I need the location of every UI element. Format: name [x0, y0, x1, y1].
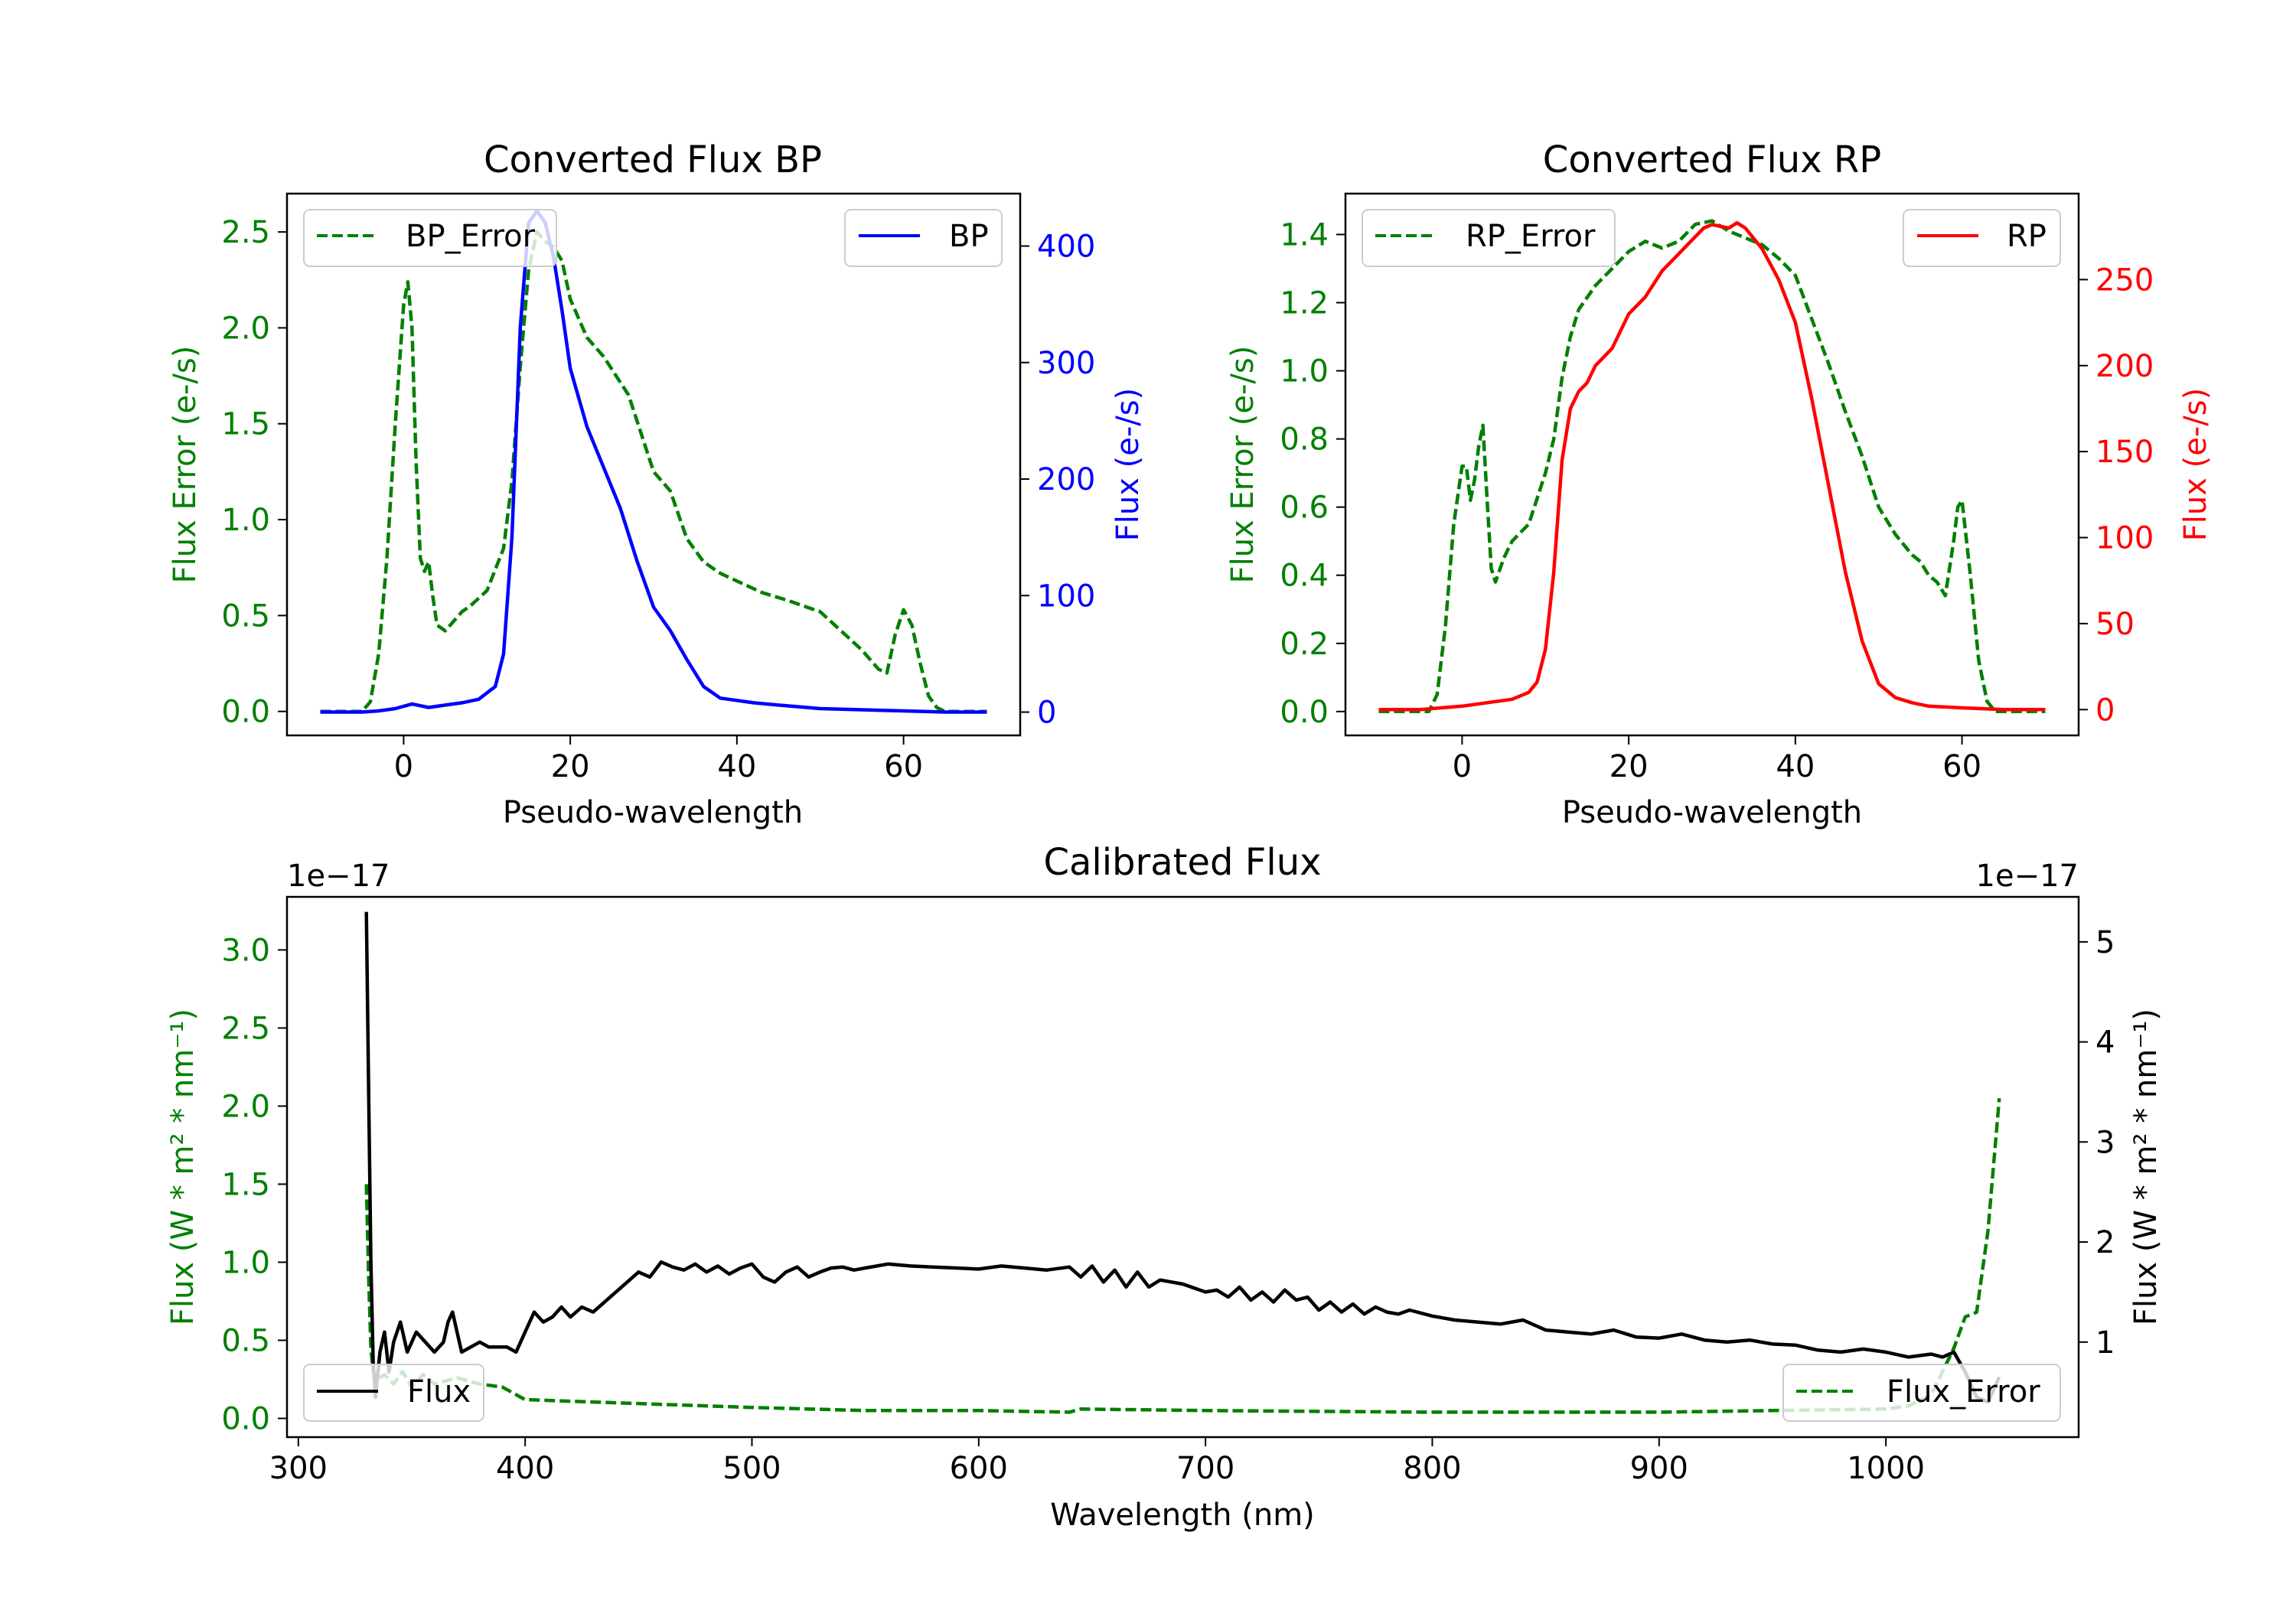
calibrated-title: Calibrated Flux [1043, 841, 1321, 884]
bp-title: Converted Flux BP [484, 139, 822, 181]
rp-title: Converted Flux RP [1543, 139, 1881, 181]
calibrated-legend-flux-box [303, 1364, 484, 1422]
bp-right-ytick-label: 100 [1037, 579, 1095, 614]
calibrated-xtick-label: 400 [496, 1451, 554, 1486]
bp-xtick-label: 60 [884, 749, 923, 784]
rp-left-ytick-label: 0.0 [1280, 695, 1329, 730]
calibrated-left-ytick-label: 2.0 [221, 1089, 270, 1124]
bp-left-ytick-label: 1.5 [221, 407, 270, 442]
calibrated-flux-series-line [364, 911, 2001, 1404]
panel-calibrated: Calibrated Flux 1e−17 1e−17 300 400 500 600… [165, 841, 2164, 1533]
rp-left-ytick-label: 0.2 [1280, 627, 1329, 662]
bp-xtick-label: 20 [551, 749, 590, 784]
bp-legend-error-box [303, 209, 557, 267]
rp-xtick-label: 20 [1609, 749, 1649, 784]
calibrated-xtick-label: 1000 [1847, 1451, 1925, 1486]
calibrated-ylabel-right: Flux (W * m² * nm⁻¹) [2128, 1009, 2164, 1325]
rp-legend-flux-label: RP [2007, 219, 2047, 254]
rp-right-ytick-label: 0 [2095, 693, 2115, 728]
rp-xlabel: Pseudo-wavelength [1562, 795, 1862, 830]
bp-left-ytick-label: 2.0 [221, 311, 270, 346]
calibrated-xtick-label: 500 [722, 1451, 781, 1486]
bp-legend-flux: BP [844, 209, 1003, 267]
calibrated-left-ytick-label: 3.0 [221, 933, 270, 968]
bp-axes-frame [285, 192, 1022, 737]
calibrated-axes-frame [285, 895, 2080, 1439]
rp-ylabel-left: Flux Error (e-/s) [1225, 346, 1261, 584]
rp-right-ytick-label: 250 [2095, 262, 2154, 298]
rp-left-ytick-label: 1.4 [1280, 217, 1329, 253]
calibrated-xtick-label: 800 [1403, 1451, 1461, 1486]
rp-flux-series-line [1378, 220, 2046, 712]
rp-left-ytick-label: 0.4 [1280, 559, 1329, 594]
rp-left-ytick-label: 1.0 [1280, 354, 1329, 390]
calibrated-left-ytick-label: 0.5 [221, 1323, 270, 1358]
bp-right-ytick-label: 300 [1037, 346, 1095, 381]
calibrated-left-ytick-label: 1.5 [221, 1167, 270, 1202]
rp-ylabel-right: Flux (e-/s) [2178, 388, 2213, 541]
calibrated-ylabel-left: Flux (W * m² * nm⁻¹) [165, 1009, 201, 1325]
calibrated-xlabel: Wavelength (nm) [1050, 1498, 1315, 1533]
rp-xtick-label: 60 [1942, 749, 1981, 784]
bp-legend-flux-label: BP [949, 219, 989, 254]
bp-left-ytick-label: 2.5 [221, 215, 270, 250]
rp-legend-flux-box [1903, 209, 2061, 267]
bp-left-ytick-label: 0.0 [221, 695, 270, 730]
calibrated-left-ytick-label: 1.0 [221, 1245, 270, 1280]
bp-right-ytick-label: 200 [1037, 462, 1095, 497]
calibrated-xtick-label: 600 [950, 1451, 1008, 1486]
rp-xtick-label: 40 [1776, 749, 1815, 784]
bp-legend-flux-box [844, 209, 1003, 267]
bp-left-ytick-label: 1.0 [221, 503, 270, 538]
rp-legend-error-box [1362, 209, 1616, 267]
rp-right-ytick-label: 150 [2095, 435, 2154, 470]
calibrated-right-ytick-label: 4 [2095, 1025, 2115, 1061]
bp-xtick-label: 0 [394, 749, 413, 784]
rp-left-ytick-label: 0.8 [1280, 422, 1329, 458]
bp-legend-error-label: BP_Error [406, 219, 536, 254]
calibrated-legend-error-box [1782, 1364, 2061, 1422]
bp-xtick-label: 40 [717, 749, 756, 784]
calibrated-right-ytick-label: 2 [2095, 1225, 2115, 1260]
rp-right-ytick-label: 200 [2095, 349, 2154, 384]
rp-legend-flux: RP [1903, 209, 2061, 267]
calibrated-xtick-label: 300 [269, 1451, 328, 1486]
rp-xtick-label: 0 [1453, 749, 1472, 784]
calibrated-xtick-label: 700 [1176, 1451, 1234, 1486]
rp-right-ytick-label: 50 [2095, 607, 2135, 642]
bp-ylabel-left: Flux Error (e-/s) [168, 346, 203, 584]
calibrated-right-ytick-label: 5 [2095, 925, 2115, 960]
bp-left-ytick-label: 0.5 [221, 598, 270, 634]
panel-rp: Converted Flux RP 0 20 40 60 0.0 0.2 0.4 0.6 0.… [1225, 139, 2213, 830]
rp-axes-frame [1344, 192, 2080, 737]
calibrated-left-ytick-label: 2.5 [221, 1011, 270, 1046]
calibrated-legend-error-label: Flux_Error [1887, 1374, 2040, 1410]
rp-legend-error-label: RP_Error [1466, 219, 1596, 254]
calibrated-xtick-label: 900 [1630, 1451, 1688, 1486]
calibrated-offset-right: 1e−17 [1976, 859, 2079, 894]
calibrated-legend-flux-label: Flux [407, 1374, 471, 1410]
bp-xlabel: Pseudo-wavelength [503, 795, 803, 830]
rp-right-ytick-label: 100 [2095, 521, 2154, 556]
calibrated-legend-error: Flux_Error [1782, 1364, 2061, 1422]
bp-right-ytick-label: 0 [1037, 696, 1056, 731]
bp-flux-series-line [320, 209, 987, 714]
calibrated-legend-flux: Flux [303, 1364, 484, 1422]
rp-legend-error: RP_Error [1362, 209, 1616, 267]
bp-right-ytick-label: 400 [1037, 230, 1095, 265]
calibrated-offset-left: 1e−17 [287, 859, 390, 894]
bp-error-series-line [320, 230, 987, 713]
rp-left-ytick-label: 1.2 [1280, 285, 1329, 321]
rp-error-series-line [1378, 219, 2046, 714]
panel-bp: Converted Flux BP 0 20 40 60 0.0 0.5 1.0 1.5 2.… [168, 139, 1146, 830]
rp-left-ytick-label: 0.6 [1280, 491, 1329, 526]
bp-legend-error: BP_Error [303, 209, 557, 267]
calibrated-right-ytick-label: 3 [2095, 1125, 2115, 1160]
calibrated-left-ytick-label: 0.0 [221, 1402, 270, 1437]
bp-ylabel-right: Flux (e-/s) [1110, 388, 1146, 541]
calibrated-right-ytick-label: 1 [2095, 1325, 2115, 1361]
